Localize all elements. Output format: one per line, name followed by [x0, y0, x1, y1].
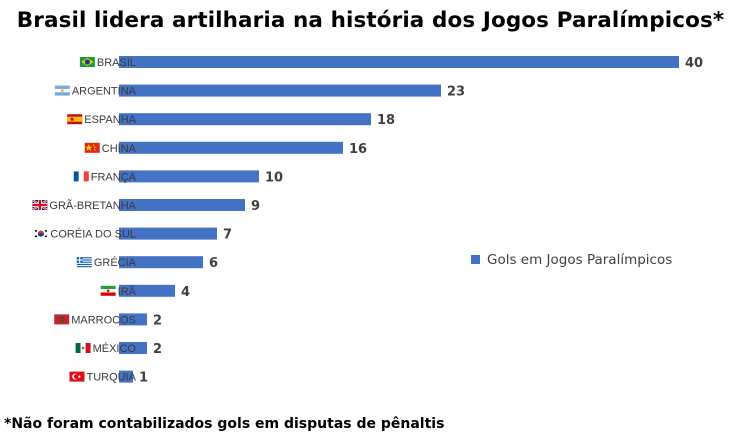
flags-layer — [31, 57, 116, 382]
morocco-flag-icon — [54, 314, 70, 325]
category-label: GRÉCIA — [94, 256, 137, 269]
china-flag-icon — [84, 142, 100, 153]
value-label: 2 — [153, 313, 162, 328]
bar-turquia — [119, 370, 133, 383]
value-label: 9 — [251, 199, 260, 214]
category-label: BRASIL — [97, 57, 136, 69]
value-label: 40 — [685, 56, 703, 71]
bar-gr-bretanha — [119, 199, 245, 211]
value-label: 23 — [447, 85, 465, 100]
bar-m-xico — [119, 342, 147, 354]
footnote: *Não foram contabilizados gols em disput… — [4, 416, 445, 432]
category-label: FRANÇA — [91, 171, 137, 183]
value-label: 2 — [153, 342, 162, 357]
bar-cor-ia-do-sul — [119, 227, 217, 240]
value-label: 6 — [209, 256, 218, 271]
legend: Gols em Jogos Paralímpicos — [471, 252, 672, 268]
category-label: IRÃ — [118, 285, 137, 298]
bar-gr-cia — [119, 256, 203, 269]
spain-flag-icon — [67, 114, 83, 125]
category-label: ARGENTINA — [72, 86, 137, 98]
value-label: 10 — [265, 170, 283, 185]
iran-flag-icon — [100, 285, 116, 296]
legend-swatch — [471, 255, 480, 264]
turkey-flag-icon — [69, 371, 85, 382]
bar-brasil — [119, 56, 679, 68]
brazil-flag-icon — [79, 57, 95, 67]
mexico-flag-icon — [75, 343, 91, 353]
category-label: CORÉIA DO SUL — [50, 228, 136, 241]
argentina-flag-icon — [54, 85, 70, 96]
value-label: 7 — [223, 228, 232, 243]
value-label: 18 — [377, 113, 395, 128]
value-label: 1 — [139, 371, 148, 386]
value-label: 4 — [181, 285, 190, 300]
south-korea-flag-icon — [33, 228, 49, 239]
bar-marrocos — [119, 313, 147, 326]
bar-fran-a — [119, 170, 259, 183]
category-label: ESPANHA — [84, 114, 136, 126]
bar-argentina — [119, 84, 441, 97]
category-label: MÉXICO — [93, 342, 137, 355]
uk-flag-icon — [31, 199, 49, 211]
bar-ir- — [119, 284, 175, 297]
bar-china — [119, 141, 343, 154]
chart-title: Brasil lidera artilharia na história dos… — [16, 8, 725, 33]
greece-flag-icon — [76, 257, 92, 268]
category-label: MARROCOS — [71, 314, 136, 326]
value-label: 16 — [349, 142, 367, 157]
bars-layer: 40BRASIL23ARGENTINA18ESPANHA16CHINA10FRA… — [49, 56, 703, 386]
category-label: GRÃ-BRETANHA — [49, 199, 136, 212]
category-label: TURQUIA — [87, 372, 137, 384]
france-flag-icon — [73, 171, 89, 182]
bar-espanha — [119, 113, 371, 126]
legend-label: Gols em Jogos Paralímpicos — [487, 252, 672, 268]
category-label: CHINA — [102, 143, 137, 155]
